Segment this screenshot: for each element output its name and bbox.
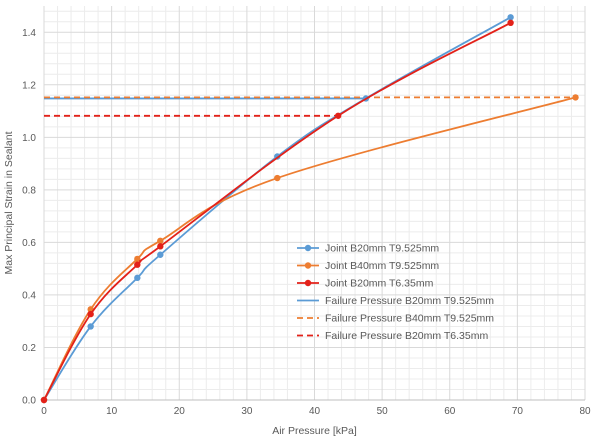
legend-marker [304, 279, 312, 287]
x-tick-label: 20 [174, 406, 186, 417]
x-tick-label: 60 [444, 406, 456, 417]
legend-label: Joint B40mm T9.525mm [325, 260, 439, 272]
grid [43, 6, 586, 401]
y-tick-label: 0.6 [22, 238, 36, 249]
data-point [87, 310, 94, 318]
legend-marker [304, 244, 312, 252]
data-point [134, 255, 141, 263]
y-tick-label: 1.4 [22, 28, 36, 39]
y-tick-label: 1.2 [22, 80, 36, 91]
x-tick-label: 50 [377, 406, 389, 417]
legend-item: Failure Pressure B20mm T9.525mm [297, 295, 494, 307]
legend-item: Failure Pressure B40mm T9.525mm [297, 313, 494, 325]
data-point [157, 243, 164, 250]
data-point [157, 237, 164, 245]
data-point [572, 94, 579, 101]
x-axis-title: Air Pressure [kPa] [272, 425, 357, 437]
legend-label: Joint B20mm T9.525mm [325, 243, 439, 255]
data-point [507, 14, 514, 21]
legend-item: Failure Pressure B20mm T6.35mm [297, 330, 488, 342]
legend-marker [304, 262, 312, 269]
series-layer [40, 14, 579, 404]
series-line [43, 22, 512, 401]
data-point [274, 174, 281, 182]
legend-item: Joint B20mm T6.35mm [297, 278, 434, 290]
y-tick-label: 0.2 [22, 343, 36, 354]
legend-item: Joint B40mm T9.525mm [297, 260, 439, 272]
legend-label: Failure Pressure B40mm T9.525mm [325, 313, 494, 325]
x-tick-label: 40 [309, 406, 321, 417]
data-point [87, 323, 94, 330]
data-point [334, 112, 342, 119]
y-tick-label: 0.8 [22, 185, 36, 196]
series-3 [40, 19, 514, 404]
legend-label: Joint B20mm T6.35mm [325, 278, 434, 290]
y-axis-title: Max Principal Strain in Sealant [3, 131, 15, 274]
x-tick-label: 10 [106, 406, 118, 417]
data-point [507, 19, 514, 27]
y-tick-label: 0.4 [22, 290, 36, 301]
x-tick-label: 70 [512, 406, 524, 417]
data-point [134, 274, 141, 282]
legend-item: Joint B20mm T9.525mm [297, 243, 439, 255]
legend: Joint B20mm T9.525mm Joint B40mm T9.525mm… [297, 243, 494, 342]
axes: 0 10 20 30 40 50 60 70 80 0.0 0.2 0.4 0.6 0.8 1.0 1.2 1.… [22, 28, 591, 417]
y-tick-label: 1.0 [22, 133, 36, 144]
x-tick-label: 30 [241, 406, 253, 417]
x-tick-label: 0 [41, 406, 47, 417]
legend-label: Failure Pressure B20mm T6.35mm [325, 330, 488, 342]
x-tick-label: 80 [579, 406, 591, 417]
data-point [134, 261, 141, 268]
legend-label: Failure Pressure B20mm T9.525mm [325, 295, 494, 307]
data-point [157, 251, 164, 258]
y-tick-label: 0.0 [22, 396, 36, 407]
data-point [40, 396, 48, 404]
